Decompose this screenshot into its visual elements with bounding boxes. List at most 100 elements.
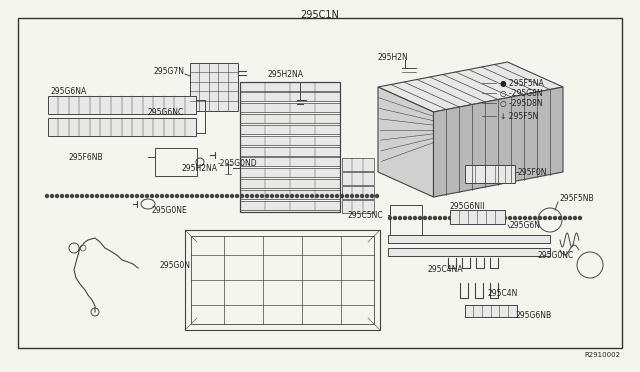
Circle shape xyxy=(518,216,522,220)
Circle shape xyxy=(125,194,129,198)
Bar xyxy=(240,125,340,134)
Circle shape xyxy=(110,194,114,198)
Circle shape xyxy=(265,194,269,198)
Bar xyxy=(240,136,340,145)
Circle shape xyxy=(230,194,234,198)
Circle shape xyxy=(160,194,164,198)
Circle shape xyxy=(305,194,309,198)
Bar xyxy=(240,157,340,166)
Text: 295F0N: 295F0N xyxy=(518,167,547,176)
Text: 295G6NII: 295G6NII xyxy=(450,202,486,211)
Circle shape xyxy=(528,216,532,220)
Circle shape xyxy=(573,216,577,220)
Bar xyxy=(240,103,340,112)
Text: 295F6NB: 295F6NB xyxy=(68,153,102,161)
Bar xyxy=(388,248,550,256)
Bar xyxy=(155,148,197,176)
Bar xyxy=(185,230,380,330)
Text: 295C5NC: 295C5NC xyxy=(348,211,383,219)
Circle shape xyxy=(488,216,492,220)
Circle shape xyxy=(105,194,109,198)
Circle shape xyxy=(423,216,428,220)
Polygon shape xyxy=(378,62,563,112)
Circle shape xyxy=(532,216,537,220)
Circle shape xyxy=(45,194,49,198)
Circle shape xyxy=(443,216,447,220)
Circle shape xyxy=(393,216,397,220)
Circle shape xyxy=(345,194,349,198)
Bar xyxy=(18,18,622,348)
Circle shape xyxy=(320,194,324,198)
Circle shape xyxy=(558,216,562,220)
Circle shape xyxy=(290,194,294,198)
Bar xyxy=(342,158,374,171)
Circle shape xyxy=(408,216,412,220)
Circle shape xyxy=(340,194,344,198)
Circle shape xyxy=(513,216,517,220)
Text: 295H2N: 295H2N xyxy=(378,52,409,61)
Polygon shape xyxy=(433,87,563,197)
Circle shape xyxy=(120,194,124,198)
Circle shape xyxy=(130,194,134,198)
Circle shape xyxy=(503,216,507,220)
Text: 295C4N: 295C4N xyxy=(488,289,518,298)
Circle shape xyxy=(523,216,527,220)
Circle shape xyxy=(150,194,154,198)
Circle shape xyxy=(365,194,369,198)
Bar xyxy=(240,114,340,123)
Circle shape xyxy=(300,194,304,198)
Circle shape xyxy=(235,194,239,198)
Circle shape xyxy=(553,216,557,220)
Circle shape xyxy=(80,194,84,198)
Text: ○ -295G8N: ○ -295G8N xyxy=(500,89,543,97)
Text: 295C1N: 295C1N xyxy=(301,10,339,20)
Circle shape xyxy=(135,194,140,198)
Circle shape xyxy=(50,194,54,198)
Circle shape xyxy=(375,194,379,198)
Circle shape xyxy=(95,194,99,198)
Bar xyxy=(342,172,374,185)
Circle shape xyxy=(180,194,184,198)
Circle shape xyxy=(190,194,194,198)
Text: 295F5NB: 295F5NB xyxy=(560,193,595,202)
Circle shape xyxy=(370,194,374,198)
Circle shape xyxy=(280,194,284,198)
Circle shape xyxy=(210,194,214,198)
Circle shape xyxy=(468,216,472,220)
Circle shape xyxy=(240,194,244,198)
Circle shape xyxy=(295,194,299,198)
Circle shape xyxy=(463,216,467,220)
Circle shape xyxy=(498,216,502,220)
Text: 295G0NC: 295G0NC xyxy=(538,250,574,260)
Circle shape xyxy=(145,194,149,198)
Circle shape xyxy=(350,194,354,198)
Bar xyxy=(388,235,550,243)
Circle shape xyxy=(452,216,457,220)
Bar xyxy=(342,186,374,199)
Bar xyxy=(342,200,374,213)
Text: 295G6N: 295G6N xyxy=(510,221,541,230)
Text: 295G6NB: 295G6NB xyxy=(516,311,552,320)
Circle shape xyxy=(398,216,402,220)
Circle shape xyxy=(403,216,407,220)
Bar xyxy=(240,190,340,199)
Circle shape xyxy=(448,216,452,220)
Circle shape xyxy=(220,194,224,198)
Circle shape xyxy=(260,194,264,198)
Circle shape xyxy=(578,216,582,220)
Text: ● 295F5NA: ● 295F5NA xyxy=(500,78,544,87)
Circle shape xyxy=(493,216,497,220)
Circle shape xyxy=(324,194,329,198)
Circle shape xyxy=(568,216,572,220)
Bar xyxy=(48,96,196,114)
Bar xyxy=(390,205,422,237)
Circle shape xyxy=(418,216,422,220)
Bar xyxy=(465,305,517,317)
Circle shape xyxy=(315,194,319,198)
Circle shape xyxy=(245,194,249,198)
Circle shape xyxy=(355,194,359,198)
Bar xyxy=(465,165,515,183)
Circle shape xyxy=(225,194,229,198)
Circle shape xyxy=(215,194,219,198)
Circle shape xyxy=(413,216,417,220)
